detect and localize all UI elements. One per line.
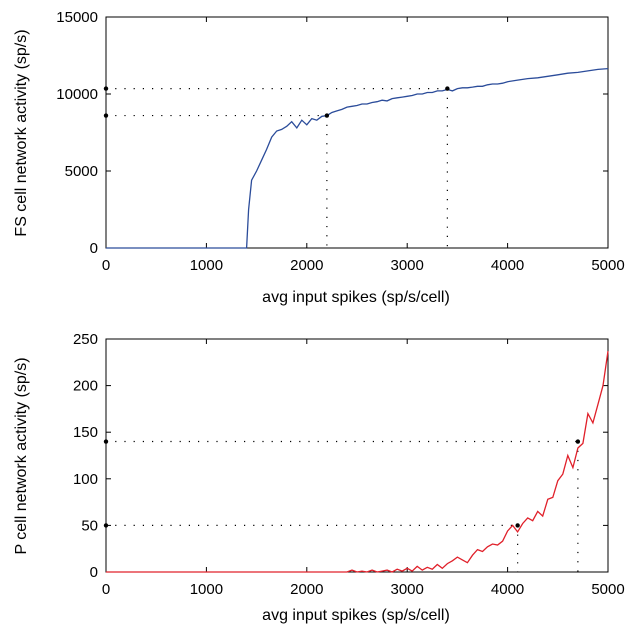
y-tick-label: 10000 bbox=[56, 86, 98, 103]
marker-points bbox=[103, 439, 581, 528]
dotted-guides bbox=[106, 440, 579, 572]
y-tick-label: 100 bbox=[73, 471, 98, 488]
series-line-p bbox=[106, 351, 609, 573]
x-tick-label: 0 bbox=[102, 581, 110, 598]
y-tick-label: 250 bbox=[73, 331, 98, 348]
plot-frame bbox=[105, 16, 609, 249]
y-tick-label: 200 bbox=[73, 378, 98, 395]
dotted-guides bbox=[106, 88, 448, 248]
x-tick-label: 1000 bbox=[190, 581, 223, 598]
x-tick-label: 1000 bbox=[190, 257, 223, 274]
x-tick-label: 4000 bbox=[491, 581, 524, 598]
y-tick-labels: 0 5000 10000 15000 bbox=[56, 9, 98, 257]
y-tick-label: 50 bbox=[81, 517, 98, 534]
y-tick-label: 0 bbox=[90, 240, 98, 257]
marker-point bbox=[515, 523, 520, 528]
x-tick-label: 5000 bbox=[591, 257, 624, 274]
y-tick-labels: 0 50 100 150 200 250 bbox=[73, 331, 98, 581]
y-tick-label: 0 bbox=[90, 564, 98, 581]
y-tick-label: 5000 bbox=[65, 163, 98, 180]
marker-point bbox=[103, 86, 109, 91]
series-line-fs bbox=[106, 67, 609, 249]
x-axis-label: avg input spikes (sp/s/cell) bbox=[262, 607, 450, 624]
x-axis-label: avg input spikes (sp/s/cell) bbox=[262, 289, 450, 306]
y-tick-label: 15000 bbox=[56, 9, 98, 26]
marker-point bbox=[324, 113, 330, 118]
tick-marks bbox=[105, 16, 609, 249]
tick-marks bbox=[105, 338, 609, 573]
chart-p-activity: 0 1000 2000 3000 4000 5000 0 50 100 150 200 250 av… bbox=[13, 331, 625, 624]
x-tick-label: 5000 bbox=[591, 581, 624, 598]
y-tick-label: 150 bbox=[73, 424, 98, 441]
chart-fs-activity: 0 1000 2000 3000 4000 5000 0 5000 10000 15000 av… bbox=[13, 9, 625, 306]
x-tick-label: 2000 bbox=[290, 257, 323, 274]
y-axis-label: P cell network activity (sp/s) bbox=[13, 357, 30, 554]
marker-point bbox=[103, 113, 109, 118]
marker-point bbox=[103, 523, 109, 528]
y-axis-label: FS cell network activity (sp/s) bbox=[13, 29, 30, 236]
marker-point bbox=[103, 439, 109, 444]
x-tick-labels: 0 1000 2000 3000 4000 5000 bbox=[102, 257, 625, 274]
x-tick-label: 4000 bbox=[491, 257, 524, 274]
x-tick-label: 2000 bbox=[290, 581, 323, 598]
marker-point bbox=[445, 86, 450, 91]
x-tick-label: 3000 bbox=[391, 581, 424, 598]
plot-frame bbox=[105, 338, 609, 573]
x-tick-label: 3000 bbox=[391, 257, 424, 274]
x-tick-labels: 0 1000 2000 3000 4000 5000 bbox=[102, 581, 625, 598]
x-tick-label: 0 bbox=[102, 257, 110, 274]
marker-points bbox=[103, 86, 450, 118]
marker-point bbox=[575, 439, 581, 444]
